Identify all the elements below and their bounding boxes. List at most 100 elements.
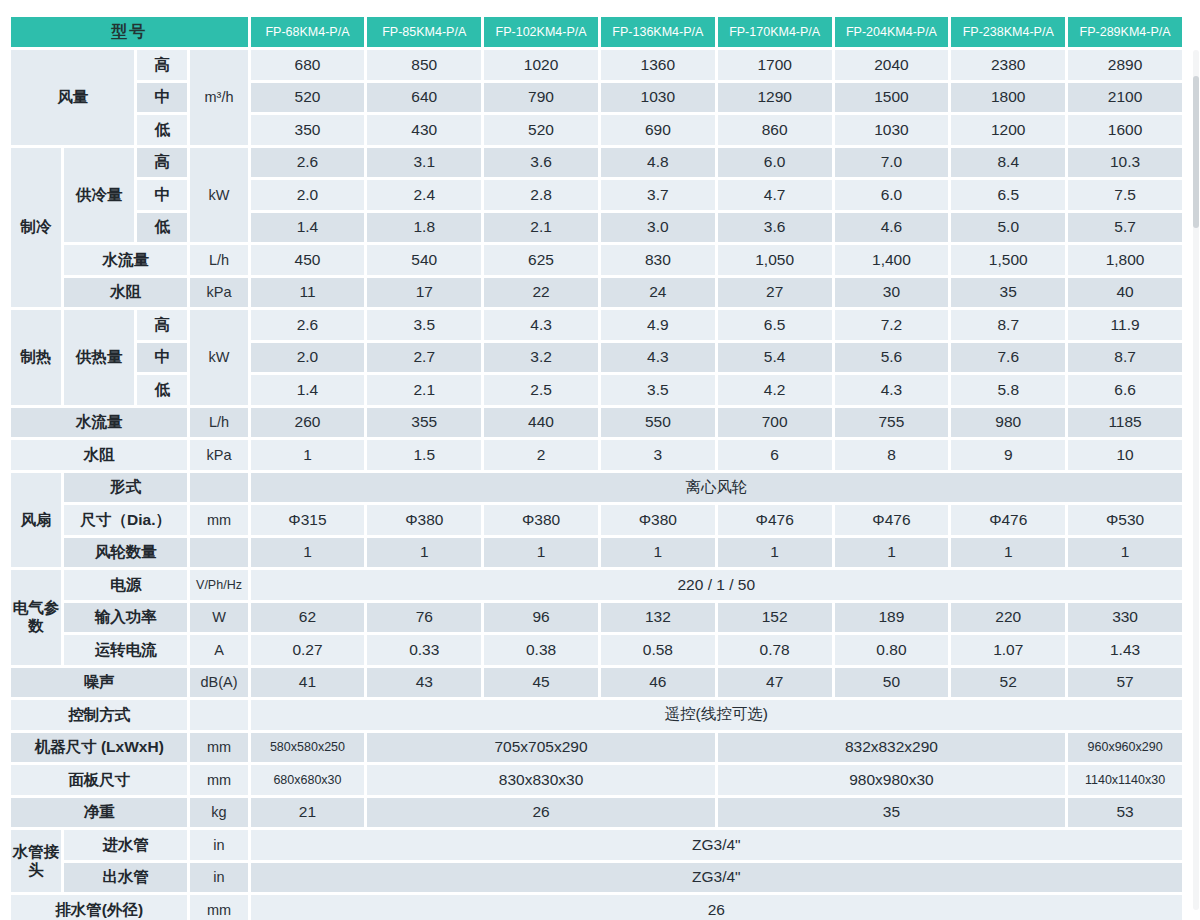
data-cell: 1700 (718, 50, 832, 80)
unit-cell: in (190, 830, 247, 860)
data-cell: 680x680x30 (251, 765, 365, 795)
model-header: FP-102KM4-P/A (484, 17, 598, 47)
row-label: 进水管 (64, 830, 187, 860)
data-cell: 53 (1068, 798, 1182, 828)
group-label: 风扇 (11, 473, 61, 568)
row-label: 机器尺寸 (LxWxH) (11, 733, 187, 763)
data-cell: 330 (1068, 603, 1182, 633)
data-cell: 1,400 (835, 245, 949, 275)
data-cell: 0.33 (367, 635, 481, 665)
data-cell: 2890 (1068, 50, 1182, 80)
data-cell: 6.5 (951, 180, 1065, 210)
row-label: 低 (137, 115, 187, 145)
group-label: 电气参数 (11, 570, 61, 665)
data-cell: 2.0 (251, 343, 365, 373)
table-row: 电气参数电源V/Ph/Hz220 / 1 / 50 (11, 570, 1182, 600)
data-cell: 5.0 (951, 213, 1065, 243)
data-cell: 7.6 (951, 343, 1065, 373)
data-cell: 4.3 (835, 375, 949, 405)
data-cell: 450 (251, 245, 365, 275)
data-cell: 189 (835, 603, 949, 633)
data-cell: 680 (251, 50, 365, 80)
data-cell: Φ380 (601, 505, 715, 535)
row-label: 高 (137, 310, 187, 340)
data-cell: 46 (601, 668, 715, 698)
data-cell: 5.7 (1068, 213, 1182, 243)
data-cell: 830 (601, 245, 715, 275)
data-cell: 0.78 (718, 635, 832, 665)
data-cell: 1 (951, 538, 1065, 568)
row-label: 水流量 (11, 408, 187, 438)
data-cell: 8.4 (951, 148, 1065, 178)
data-cell: 1 (601, 538, 715, 568)
table-row: 水流量L/h2603554405507007559801185 (11, 408, 1182, 438)
unit-cell (190, 538, 247, 568)
data-cell: 40 (1068, 278, 1182, 308)
data-cell: 2.6 (251, 148, 365, 178)
data-cell: 2040 (835, 50, 949, 80)
data-cell: 1185 (1068, 408, 1182, 438)
data-cell: 1.8 (367, 213, 481, 243)
data-cell: 52 (951, 668, 1065, 698)
data-cell: 41 (251, 668, 365, 698)
data-cell: 1030 (601, 83, 715, 113)
row-label: 形式 (64, 473, 187, 503)
table-row: 净重kg21263553 (11, 798, 1182, 828)
data-cell: 3.2 (484, 343, 598, 373)
data-cell: 3 (601, 440, 715, 470)
unit-cell (190, 700, 247, 730)
model-column-title: 型号 (11, 17, 248, 47)
scrollbar-thumb[interactable] (1193, 76, 1199, 228)
unit-cell: mm (190, 733, 247, 763)
data-cell: 1 (1068, 538, 1182, 568)
model-header: FP-85KM4-P/A (367, 17, 481, 47)
data-cell: 8.7 (951, 310, 1065, 340)
row-label: 低 (137, 375, 187, 405)
data-cell: 57 (1068, 668, 1182, 698)
data-cell: 1.5 (367, 440, 481, 470)
data-cell: 7.0 (835, 148, 949, 178)
data-cell: ZG3/4" (251, 863, 1182, 893)
data-cell: 980x980x30 (718, 765, 1065, 795)
data-cell: 30 (835, 278, 949, 308)
row-label: 净重 (11, 798, 187, 828)
data-cell: 2.0 (251, 180, 365, 210)
data-cell: 1,050 (718, 245, 832, 275)
group-label: 制冷 (11, 148, 61, 308)
data-cell: 152 (718, 603, 832, 633)
unit-cell (190, 473, 247, 503)
data-cell: ZG3/4" (251, 830, 1182, 860)
data-cell: 43 (367, 668, 481, 698)
row-label: 输入功率 (64, 603, 187, 633)
unit-cell: L/h (190, 245, 247, 275)
data-cell: 1600 (1068, 115, 1182, 145)
data-cell: 22 (484, 278, 598, 308)
group-label: 供热量 (64, 310, 134, 405)
group-label: 供冷量 (64, 148, 134, 243)
data-cell: 11.9 (1068, 310, 1182, 340)
table-row: 尺寸（Dia.）mmΦ315Φ380Φ380Φ380Φ476Φ476Φ476Φ5… (11, 505, 1182, 535)
data-cell: 1,500 (951, 245, 1065, 275)
data-cell: 35 (718, 798, 1065, 828)
data-cell: 1 (718, 538, 832, 568)
data-cell: 21 (251, 798, 365, 828)
row-label: 高 (137, 50, 187, 80)
row-label: 中 (137, 83, 187, 113)
data-cell: 11 (251, 278, 365, 308)
data-cell: 2.7 (367, 343, 481, 373)
data-cell: 3.6 (718, 213, 832, 243)
row-label: 风轮数量 (64, 538, 187, 568)
unit-cell: mm (190, 505, 247, 535)
data-cell: 2.1 (367, 375, 481, 405)
data-cell: 1360 (601, 50, 715, 80)
data-cell: 8.7 (1068, 343, 1182, 373)
unit-cell: mm (190, 765, 247, 795)
data-cell: 2 (484, 440, 598, 470)
data-cell: 9 (951, 440, 1065, 470)
data-cell: 1.4 (251, 375, 365, 405)
group-label: 制热 (11, 310, 61, 405)
data-cell: 6.5 (718, 310, 832, 340)
data-cell: 17 (367, 278, 481, 308)
table-row: 输入功率W627696132152189220330 (11, 603, 1182, 633)
data-cell: 220 (951, 603, 1065, 633)
